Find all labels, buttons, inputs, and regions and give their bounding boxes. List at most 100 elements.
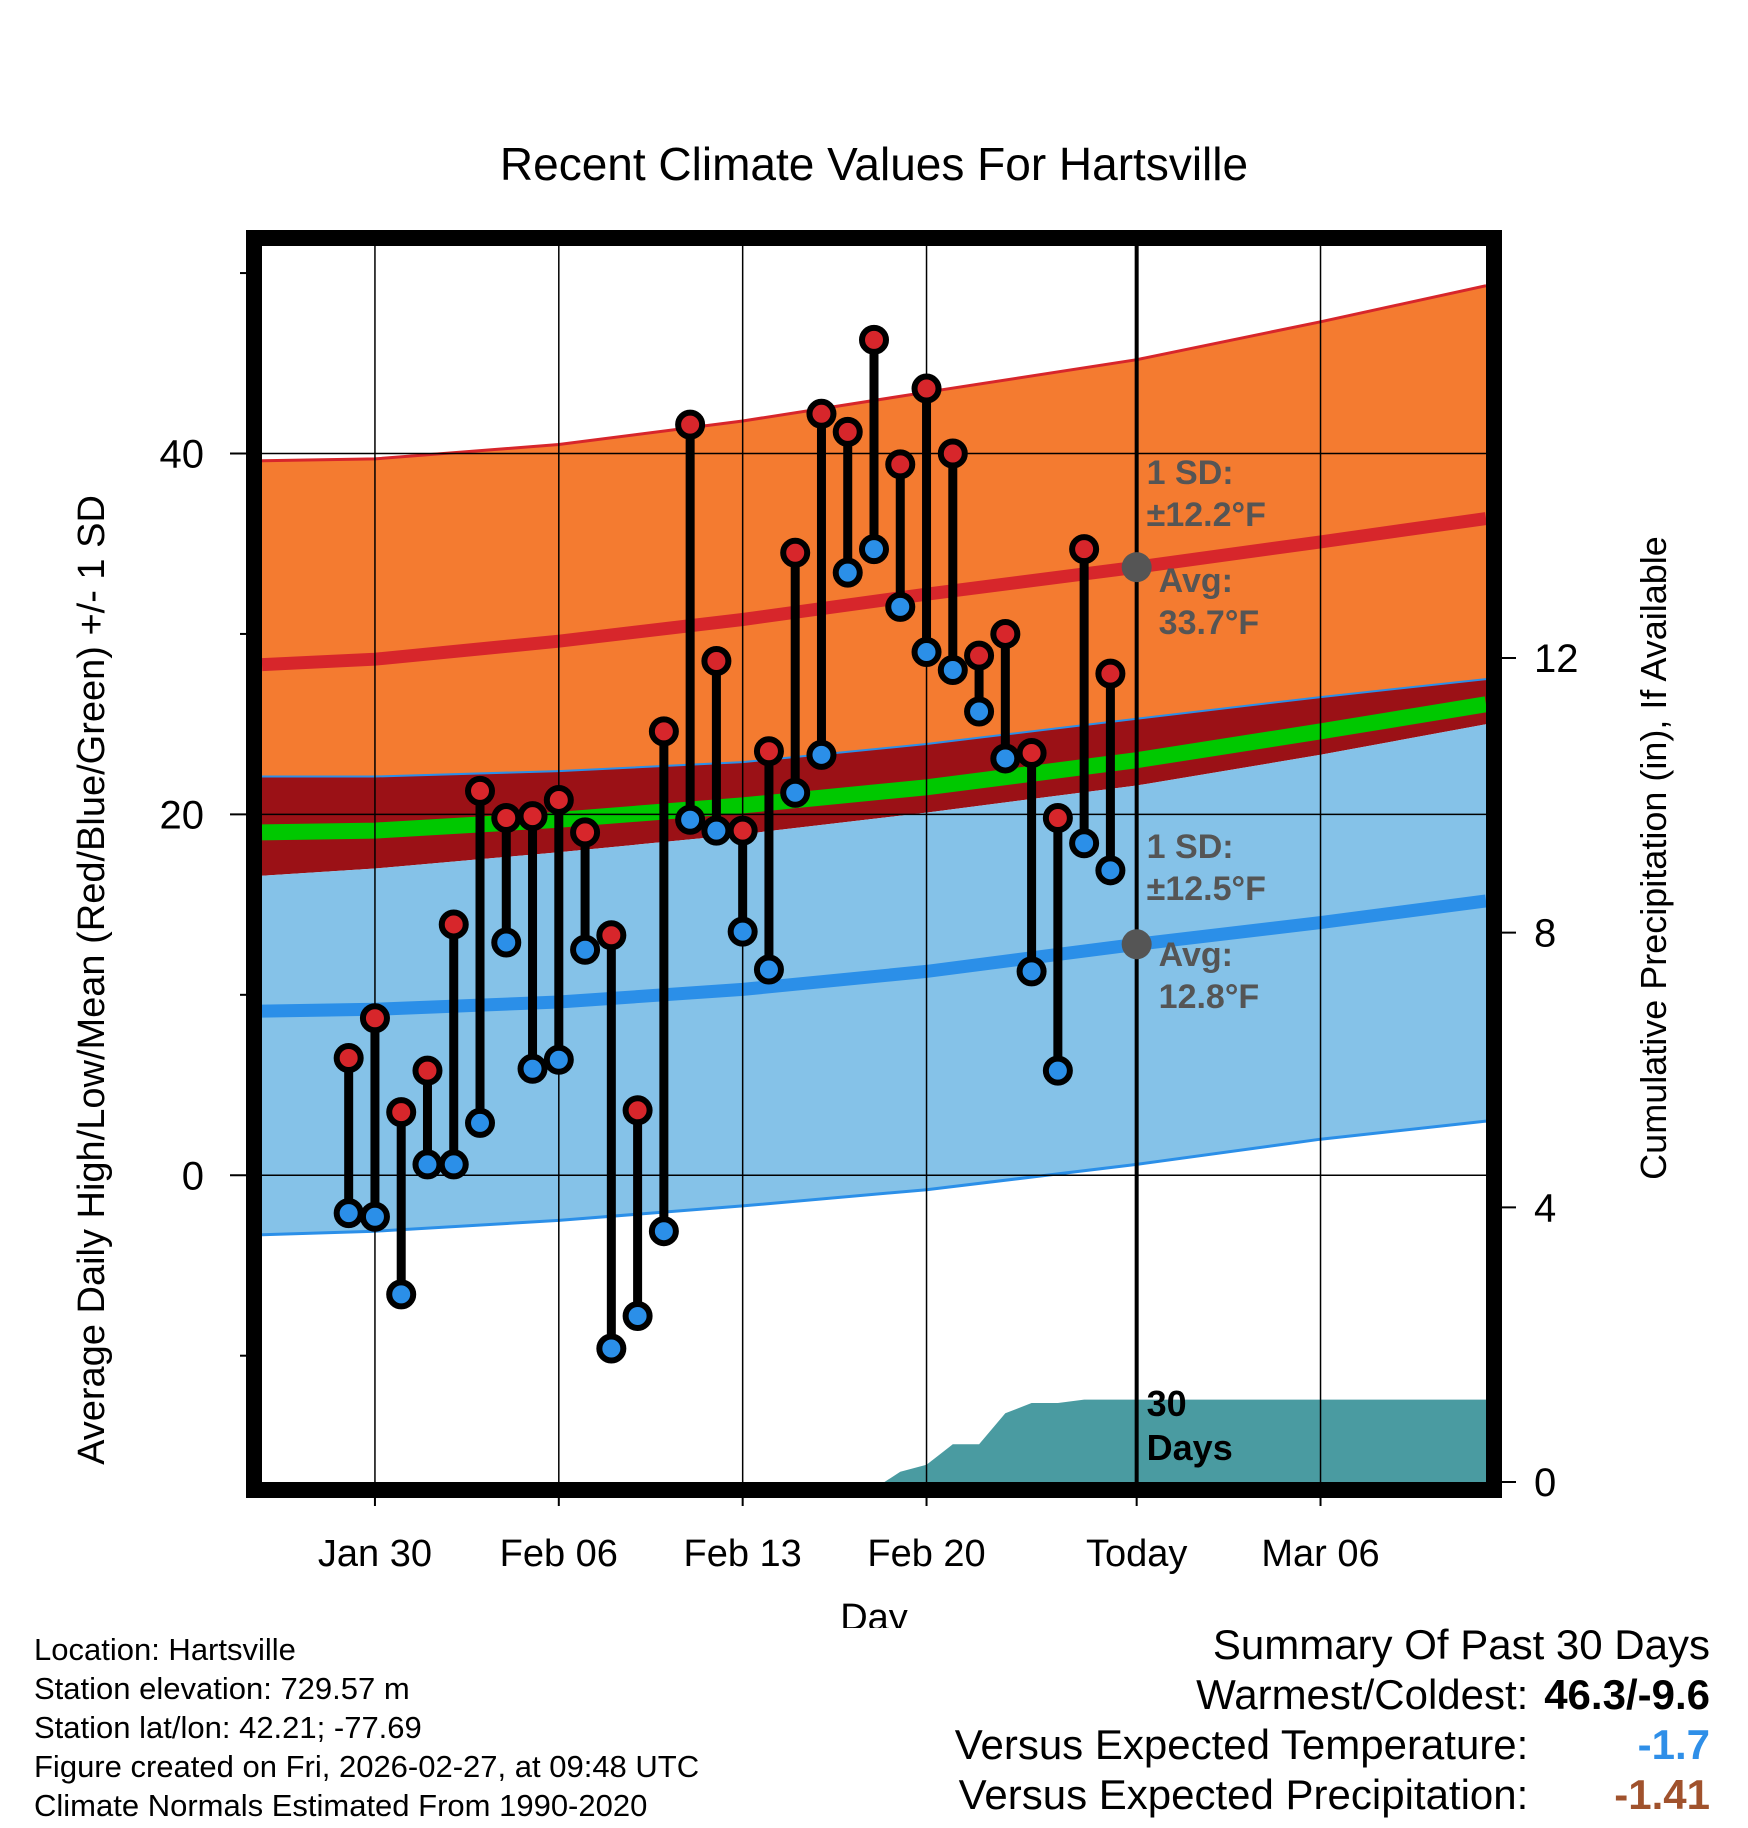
x-tick-label: Today <box>1086 1533 1187 1575</box>
daily-low-point <box>491 927 522 958</box>
chart-title: Recent Climate Values For Hartsville <box>500 138 1248 190</box>
daily-low-point <box>517 1053 548 1084</box>
today-high-marker <box>1121 552 1152 583</box>
daily-low-point <box>1042 1055 1073 1086</box>
y2-tick-label: 12 <box>1534 637 1579 681</box>
daily-high-point <box>753 736 784 767</box>
x-tick-label: Jan 30 <box>318 1533 432 1575</box>
daily-low-point <box>911 636 942 667</box>
temp-value: -1.7 <box>1637 1721 1710 1768</box>
plot-frame <box>246 230 1502 1498</box>
daily-low-point <box>806 739 837 770</box>
climate-chart: Recent Climate Values For Hartsville 1 S… <box>71 138 1674 1628</box>
daily-low-point <box>1095 855 1126 886</box>
daily-low-point <box>648 1216 679 1247</box>
daily-low-point <box>859 534 889 565</box>
daily-low-point <box>753 954 784 985</box>
low-avg-label: Avg: <box>1159 936 1233 974</box>
daily-high-point <box>701 646 732 677</box>
x-tick-label: Feb 06 <box>500 1533 618 1575</box>
daily-high-point <box>990 618 1021 649</box>
daily-low-point <box>964 696 995 727</box>
plot-inner: 1 SD: ±12.2°F Avg: 33.7°F 1 SD: ±12.5°F Avg: 12… <box>262 246 1486 1482</box>
daily-low-point <box>622 1300 653 1331</box>
daily-low-point <box>1016 956 1047 987</box>
plot-area: 1 SD: ±12.2°F Avg: 33.7°F 1 SD: ±12.5°F Avg: 12… <box>160 230 1579 1575</box>
daily-low-point <box>465 1107 496 1138</box>
location-text: Location: Hartsville <box>34 1632 296 1667</box>
high-avg-label: Avg: <box>1159 562 1233 600</box>
daily-low-point <box>333 1198 364 1229</box>
elevation-text: Station elevation: 729.57 m <box>34 1671 410 1706</box>
y-tick-label: 40 <box>160 433 205 477</box>
daily-high-point <box>596 920 627 951</box>
x-tick-label: Feb 20 <box>867 1533 985 1575</box>
daily-low-point <box>543 1044 574 1075</box>
summary-precip-row: Versus Expected Precipitation: -1.41 <box>955 1770 1710 1820</box>
summary-title: Summary Of Past 30 Days <box>1212 1621 1710 1668</box>
daily-high-point <box>675 409 706 440</box>
daily-high-point <box>359 1003 390 1034</box>
daily-high-point <box>1042 802 1073 833</box>
daily-low-point <box>832 557 863 588</box>
daily-low-point <box>596 1333 627 1364</box>
daily-low-point <box>885 591 916 622</box>
low-sd-label: 1 SD: <box>1147 828 1234 866</box>
daily-low-point <box>701 815 732 846</box>
high-sd-label: 1 SD: <box>1147 454 1234 492</box>
daily-high-point <box>859 324 889 355</box>
precip-area <box>884 1399 1486 1482</box>
precip-value: -1.41 <box>1614 1771 1710 1818</box>
daily-high-point <box>412 1055 443 1086</box>
daily-high-point <box>622 1095 653 1126</box>
precip-label: Versus Expected Precipitation: <box>958 1771 1529 1818</box>
daily-high-point <box>570 817 601 848</box>
low-avg-value: 12.8°F <box>1159 978 1260 1016</box>
window-label: Days <box>1147 1427 1233 1468</box>
daily-low-point <box>990 743 1021 774</box>
x-axis-label: Day <box>840 1597 908 1628</box>
station-info: Location: Hartsville Station elevation: … <box>34 1630 699 1825</box>
daily-low-point <box>727 916 758 947</box>
y-axis-label: Average Daily High/Low/Mean (Red/Blue/Gr… <box>71 495 113 1465</box>
normal-mean-line <box>262 696 1486 841</box>
x-tick-label: Feb 13 <box>684 1533 802 1575</box>
daily-low-point <box>359 1201 390 1232</box>
daily-high-point <box>438 909 469 940</box>
daily-low-point <box>570 934 601 965</box>
summary-temp-row: Versus Expected Temperature: -1.7 <box>955 1720 1710 1770</box>
daily-high-point <box>465 775 496 806</box>
daily-high-point <box>491 802 522 833</box>
daily-high-point <box>543 784 574 815</box>
daily-high-point <box>1095 658 1126 689</box>
daily-high-point <box>911 373 942 404</box>
temp-label: Versus Expected Temperature: <box>954 1721 1529 1768</box>
y2-axis-label: Cumulative Precipitation (in), If Availa… <box>1633 536 1674 1180</box>
warmest-label: Warmest/Coldest: <box>1196 1671 1529 1718</box>
x-tick-label: Mar 06 <box>1261 1533 1379 1575</box>
daily-high-point <box>648 716 679 747</box>
window-count: 30 <box>1147 1383 1187 1424</box>
daily-high-point <box>386 1097 417 1128</box>
summary-warmest-row: Warmest/Coldest: 46.3/-9.6 <box>955 1670 1710 1720</box>
y2-tick-label: 8 <box>1534 912 1556 956</box>
high-avg-value: 33.7°F <box>1159 604 1260 642</box>
y-tick-label: 0 <box>182 1154 204 1198</box>
daily-high-point <box>1016 738 1047 769</box>
daily-high-point <box>727 815 758 846</box>
daily-high-point <box>806 398 837 429</box>
daily-low-point <box>675 804 706 835</box>
daily-low-point <box>438 1149 469 1180</box>
normal-low-line <box>262 894 1486 1018</box>
daily-high-point <box>832 416 863 447</box>
latlon-text: Station lat/lon: 42.21; -77.69 <box>34 1710 422 1745</box>
daily-low-point <box>412 1149 443 1180</box>
high-sd-value: ±12.2°F <box>1147 496 1266 534</box>
y2-tick-label: 0 <box>1534 1461 1556 1505</box>
daily-high-point <box>517 801 548 832</box>
y2-tick-label: 4 <box>1534 1186 1556 1230</box>
summary-panel: Summary Of Past 30 Days Warmest/Coldest:… <box>955 1620 1710 1820</box>
daily-high-point <box>1069 534 1100 565</box>
daily-low-point <box>937 655 968 686</box>
daily-high-point <box>937 438 968 469</box>
